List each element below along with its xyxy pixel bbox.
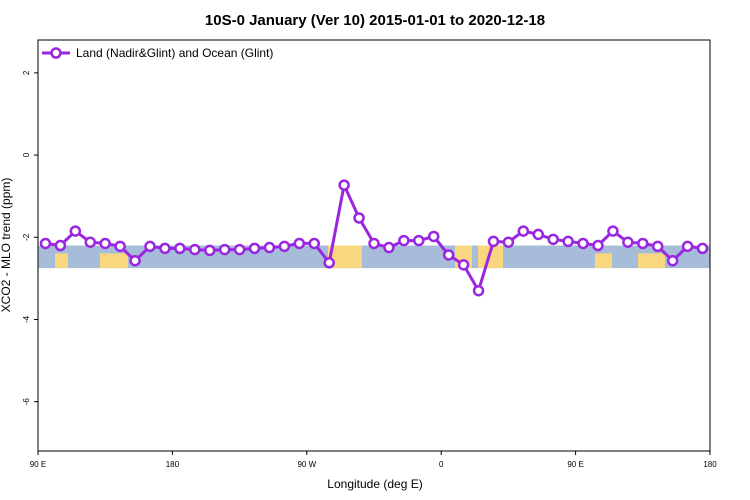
x-tick-label: 90 E xyxy=(567,460,583,469)
land-patch xyxy=(638,253,665,269)
y-axis: 2 0 -2 -4 -6 xyxy=(22,70,38,405)
y-tick-label: -4 xyxy=(22,315,31,323)
data-point xyxy=(696,242,709,255)
data-point xyxy=(263,241,276,254)
data-point xyxy=(248,242,261,255)
data-point xyxy=(189,243,201,256)
legend: Land (Nadir&Glint) and Ocean (Glint) xyxy=(40,44,290,64)
data-point xyxy=(502,236,515,248)
legend-label: Land (Nadir&Glint) and Ocean (Glint) xyxy=(76,46,273,60)
data-point xyxy=(114,240,126,253)
data-point xyxy=(532,228,545,241)
data-point xyxy=(681,240,694,253)
land-patch xyxy=(478,245,503,269)
data-point xyxy=(607,225,619,237)
data-point xyxy=(54,239,67,252)
data-point xyxy=(398,234,410,247)
data-point xyxy=(457,259,470,271)
land-patch xyxy=(595,253,612,269)
x-axis-label: Longitude (deg E) xyxy=(327,477,422,491)
data-point xyxy=(637,237,649,250)
data-point xyxy=(577,237,589,250)
data-point xyxy=(278,240,291,253)
x-tick-label: 180 xyxy=(166,460,180,469)
data-point xyxy=(413,234,425,247)
legend-marker-swatch xyxy=(50,47,62,59)
data-point xyxy=(666,254,679,267)
data-point xyxy=(174,242,186,255)
data-point xyxy=(84,236,97,248)
data-point xyxy=(383,241,395,254)
data-point xyxy=(129,254,141,267)
land-patch xyxy=(100,253,128,269)
data-point xyxy=(442,249,455,261)
data-point xyxy=(99,237,111,250)
data-point xyxy=(159,242,171,255)
x-axis: 90 E 180 90 W 0 90 E 180 xyxy=(30,451,717,469)
data-point xyxy=(368,237,380,250)
y-axis-label: XCO2 - MLO trend (ppm) xyxy=(0,178,13,313)
y-tick-label: 0 xyxy=(22,152,31,157)
data-point xyxy=(353,212,365,224)
data-point xyxy=(547,233,559,246)
series-layer xyxy=(39,179,709,297)
data-point xyxy=(218,243,231,256)
data-point xyxy=(562,235,574,248)
data-point xyxy=(472,284,485,297)
land-patch xyxy=(55,253,68,269)
data-point xyxy=(293,237,306,250)
plot-frame xyxy=(37,39,711,452)
data-point xyxy=(427,230,440,243)
y-tick-label: -6 xyxy=(22,398,31,406)
data-point xyxy=(203,244,216,257)
data-point xyxy=(308,237,321,250)
data-point xyxy=(233,243,246,256)
data-point xyxy=(651,240,664,253)
land-patch xyxy=(328,245,362,269)
data-point xyxy=(144,240,156,253)
data-point xyxy=(517,225,530,237)
data-point xyxy=(69,225,82,237)
legend-background xyxy=(40,44,290,64)
data-point xyxy=(338,179,350,191)
data-point xyxy=(622,236,634,248)
data-point xyxy=(592,239,604,252)
chart-title: 10S-0 January (Ver 10) 2015-01-01 to 202… xyxy=(205,12,545,29)
x-tick-label: 180 xyxy=(703,460,717,469)
y-tick-label: -2 xyxy=(22,233,31,241)
data-point xyxy=(39,237,52,250)
y-tick-label: 2 xyxy=(22,70,31,75)
x-tick-label: 0 xyxy=(439,460,444,469)
x-tick-label: 90 W xyxy=(297,460,316,469)
data-point xyxy=(323,257,335,269)
data-point xyxy=(487,235,500,248)
x-tick-label: 90 E xyxy=(30,460,46,469)
